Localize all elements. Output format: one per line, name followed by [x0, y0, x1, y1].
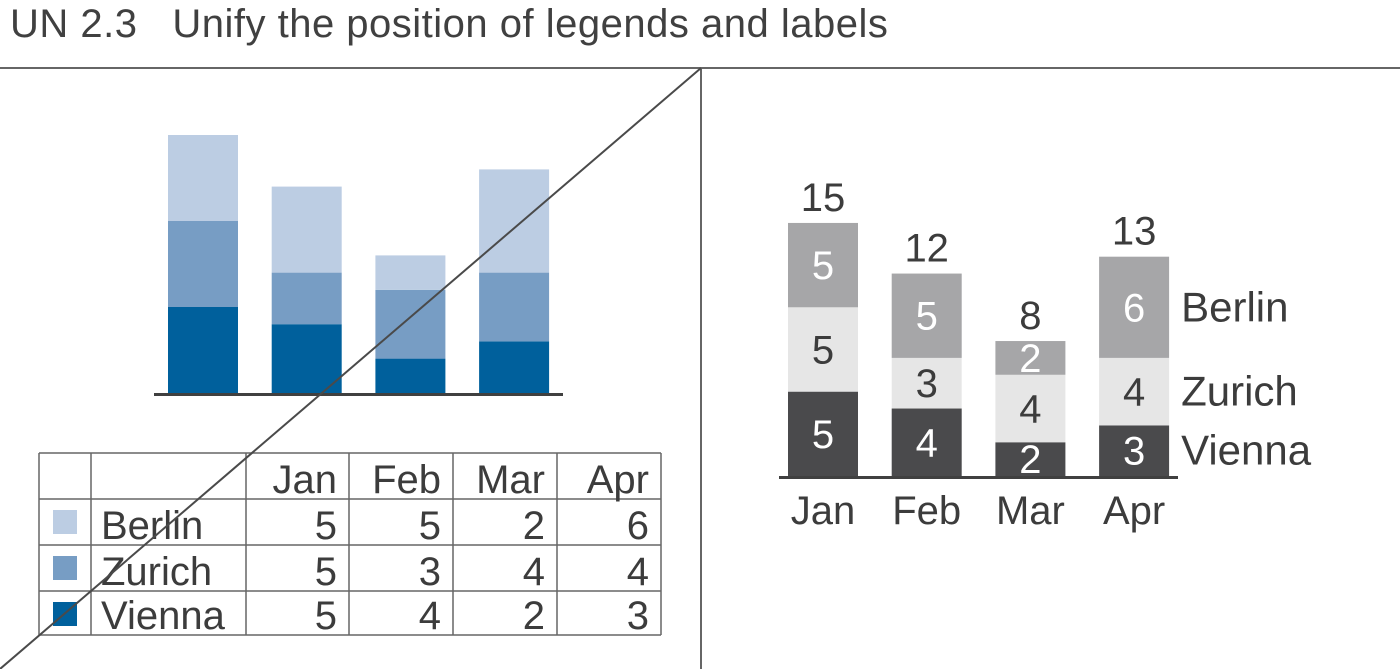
total-label-mar: 8 [1019, 294, 1041, 338]
table-cell-zurich-jan: 5 [315, 550, 337, 594]
data-label-berlin-mar: 2 [1019, 337, 1041, 381]
bar-segment-zurich-jan [788, 307, 858, 392]
bar-segment-zurich-apr [479, 272, 550, 342]
bar-segment-berlin-feb [891, 273, 962, 358]
x-tick-label-apr: Apr [1103, 489, 1165, 533]
bar-segment-berlin-feb [271, 186, 342, 273]
bar-segment-zurich-feb [891, 357, 962, 409]
bar-segment-berlin-apr [479, 169, 550, 273]
data-label-vienna-mar: 2 [1019, 438, 1041, 482]
data-label-berlin-jan: 5 [812, 244, 834, 288]
table-cell-berlin-feb: 5 [419, 504, 441, 548]
table-row-label-zurich: Zurich [101, 550, 212, 594]
legend-swatch-zurich [53, 556, 77, 580]
data-label-vienna-jan: 5 [812, 413, 834, 457]
table-header-jan: Jan [273, 458, 338, 502]
bar-segment-vienna-mar [375, 358, 446, 393]
data-label-berlin-feb: 5 [916, 295, 938, 339]
bar-segment-zurich-apr [1099, 357, 1170, 426]
table-cell-vienna-jan: 5 [315, 594, 337, 638]
table-header-mar: Mar [476, 458, 545, 502]
bar-segment-vienna-jan [168, 307, 238, 393]
data-label-berlin-apr: 6 [1123, 286, 1145, 330]
bar-segment-vienna-jan [788, 391, 858, 476]
data-label-vienna-apr: 3 [1123, 430, 1145, 474]
strike-line [0, 67, 702, 669]
table-row-label-vienna: Vienna [101, 594, 226, 638]
table-cell-zurich-feb: 3 [419, 550, 441, 594]
bar-segment-zurich-mar [375, 289, 446, 359]
series-label-vienna: Vienna [1181, 427, 1312, 474]
page-title: UN 2.3 Unify the position of legends and… [10, 2, 889, 46]
total-label-apr: 13 [1112, 210, 1157, 254]
table-cell-berlin-jan: 5 [315, 504, 337, 548]
table-cell-berlin-mar: 2 [523, 504, 545, 548]
legend-swatch-berlin [53, 510, 77, 534]
table-cell-zurich-mar: 4 [523, 550, 545, 594]
series-label-zurich: Zurich [1181, 368, 1298, 415]
bar-segment-berlin-apr [1099, 256, 1170, 358]
bar-segment-vienna-apr [1099, 425, 1170, 476]
x-tick-label-jan: Jan [791, 489, 856, 533]
bar-segment-zurich-feb [271, 272, 342, 325]
bar-segment-vienna-apr [479, 341, 550, 393]
cross-out-line [0, 67, 702, 669]
bar-segment-berlin-jan [788, 222, 858, 308]
table-cell-vienna-feb: 4 [419, 594, 441, 638]
data-label-zurich-jan: 5 [812, 328, 834, 372]
data-label-vienna-feb: 4 [916, 421, 938, 465]
table-header-apr: Apr [587, 458, 649, 502]
x-tick-label-mar: Mar [996, 489, 1065, 533]
total-label-jan: 15 [801, 176, 846, 220]
data-label-zurich-mar: 4 [1019, 388, 1041, 432]
table-cell-vienna-apr: 3 [627, 594, 649, 638]
data-label-zurich-apr: 4 [1123, 371, 1145, 415]
table-row-label-berlin: Berlin [101, 504, 203, 548]
total-label-feb: 12 [904, 227, 949, 271]
bar-segment-vienna-mar [995, 442, 1066, 476]
bar-segment-berlin-jan [168, 135, 238, 221]
bar-segment-vienna-feb [891, 408, 962, 476]
bar-segment-zurich-mar [995, 374, 1066, 443]
x-tick-label-feb: Feb [892, 489, 961, 533]
bar-segment-zurich-jan [168, 221, 238, 307]
left-stacked-bar-chart [154, 135, 563, 396]
table-cell-berlin-apr: 6 [627, 504, 649, 548]
bar-segment-berlin-mar [995, 341, 1066, 375]
table-header-feb: Feb [372, 458, 441, 502]
table-cell-vienna-mar: 2 [523, 594, 545, 638]
series-label-berlin: Berlin [1181, 283, 1288, 330]
table-cell-zurich-apr: 4 [627, 550, 649, 594]
data-label-zurich-feb: 3 [916, 362, 938, 406]
bar-segment-vienna-feb [271, 324, 342, 393]
bar-segment-berlin-mar [375, 255, 446, 290]
